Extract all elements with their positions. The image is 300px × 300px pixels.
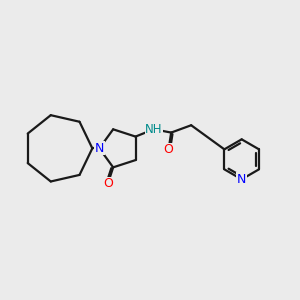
Text: NH: NH [145, 123, 163, 136]
Text: N: N [94, 142, 104, 155]
Text: N: N [237, 173, 246, 186]
Text: O: O [164, 143, 173, 156]
Text: O: O [103, 177, 113, 190]
